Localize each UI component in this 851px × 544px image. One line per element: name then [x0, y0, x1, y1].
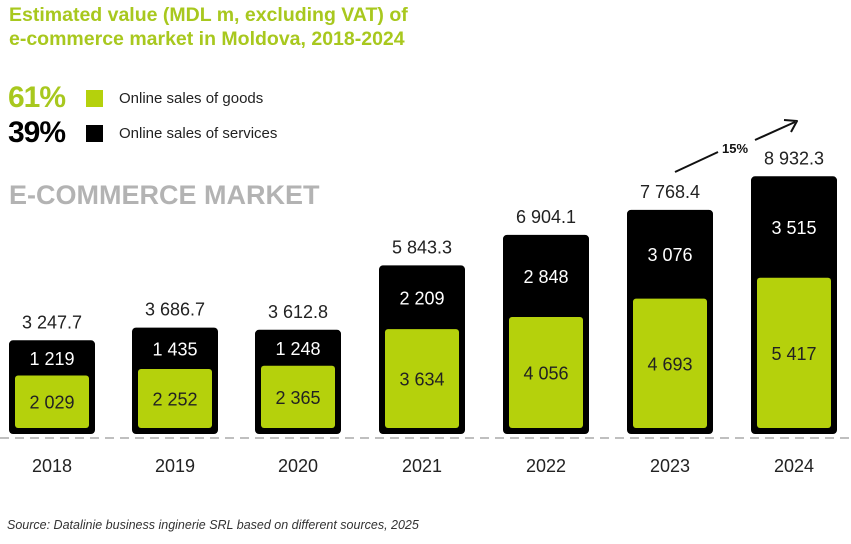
label-total-2023: 7 768.4	[640, 182, 700, 202]
label-goods-2020: 2 365	[275, 388, 320, 408]
section-title: E-COMMERCE MARKET	[9, 180, 320, 210]
label-goods-2022: 4 056	[523, 363, 568, 383]
legend-goods-share: 61%	[8, 81, 66, 114]
legend-goods-swatch	[86, 89, 103, 107]
label-total-2020: 3 612.8	[268, 302, 328, 322]
label-total-2021: 5 843.3	[392, 237, 452, 257]
growth-arrow-line-right	[754, 121, 796, 141]
legend-item-services: 39% Online sales of services	[8, 116, 277, 150]
label-total-2018: 3 247.7	[22, 312, 82, 332]
label-services-2019: 1 435	[152, 339, 197, 359]
label-goods-2018: 2 029	[29, 393, 74, 413]
label-services-2024: 3 515	[771, 218, 816, 238]
x-tick-2024: 2024	[774, 456, 814, 476]
label-services-2020: 1 248	[275, 339, 320, 359]
label-total-2019: 3 686.7	[145, 300, 205, 320]
bar-goods-2022	[509, 316, 583, 428]
legend-services-swatch	[86, 124, 103, 142]
x-tick-2021: 2021	[402, 456, 442, 476]
label-goods-2024: 5 417	[771, 344, 816, 364]
x-tick-2020: 2020	[278, 456, 318, 476]
bar-goods-2018	[15, 375, 89, 428]
x-tick-2023: 2023	[650, 456, 690, 476]
bar-goods-2020	[261, 365, 335, 428]
label-services-2022: 2 848	[523, 267, 568, 287]
label-services-2018: 1 219	[29, 349, 74, 369]
label-services-2021: 2 209	[399, 288, 444, 308]
label-total-2022: 6 904.1	[516, 207, 576, 227]
growth-label: 15%	[722, 141, 748, 156]
chart-title: Estimated value (MDL m, excluding VAT) o…	[9, 3, 408, 51]
growth-arrow-line-left	[674, 151, 719, 173]
chart-title-line-2: e-commerce market in Moldova, 2018-2024	[9, 28, 405, 50]
x-tick-2019: 2019	[155, 456, 195, 476]
chart-title-line-1: Estimated value (MDL m, excluding VAT) o…	[9, 4, 408, 26]
bar-goods-2023	[633, 298, 707, 428]
x-tick-2022: 2022	[526, 456, 566, 476]
label-goods-2019: 2 252	[152, 390, 197, 410]
label-services-2023: 3 076	[647, 245, 692, 265]
legend-goods-label: Online sales of goods	[119, 89, 264, 107]
legend-services-share: 39%	[8, 116, 66, 149]
label-total-2024: 8 932.3	[764, 148, 824, 168]
bar-goods-2021	[385, 329, 459, 428]
legend-services-label: Online sales of services	[119, 124, 278, 142]
label-goods-2023: 4 693	[647, 354, 692, 374]
growth-arrow-head-icon	[783, 119, 798, 133]
bar-goods-2019	[138, 369, 212, 428]
source-note: Source: Datalinie business inginerie SRL…	[7, 518, 419, 532]
legend-item-goods: 61% Online sales of goods	[8, 81, 263, 115]
bar-goods-2024	[757, 277, 831, 428]
x-tick-2018: 2018	[32, 456, 72, 476]
label-goods-2021: 3 634	[399, 370, 444, 390]
